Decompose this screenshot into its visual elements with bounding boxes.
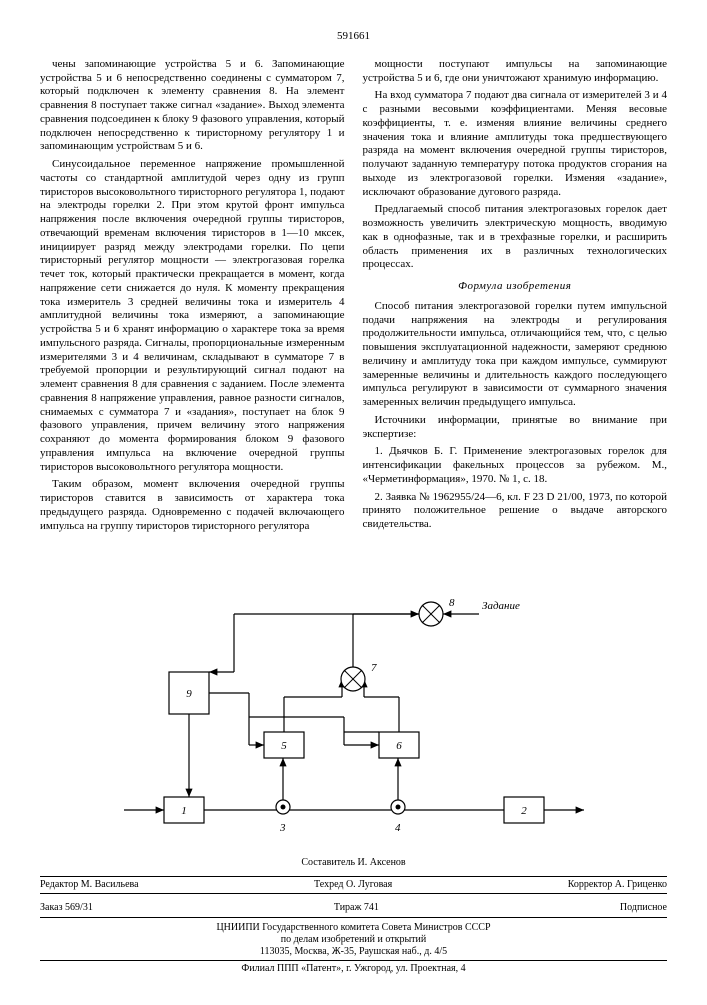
svg-text:4: 4	[395, 822, 401, 834]
svg-text:6: 6	[396, 740, 402, 752]
svg-text:7: 7	[371, 662, 377, 674]
para: Способ питания электрогазовой горелки пу…	[363, 300, 668, 410]
para: На вход сумматора 7 подают два сигнала о…	[363, 89, 668, 199]
para: Синусоидальное переменное напряжение про…	[40, 158, 345, 474]
order: Заказ 569/31	[40, 902, 93, 915]
footer: Составитель И. Аксенов Редактор М. Васил…	[40, 857, 667, 975]
svg-text:Задание: Задание	[482, 600, 520, 612]
svg-text:5: 5	[281, 740, 287, 752]
para: Таким образом, момент включения очередно…	[40, 478, 345, 533]
publisher-info: ЦНИИПИ Государственного комитета Совета …	[40, 922, 667, 975]
svg-text:8: 8	[449, 597, 455, 609]
credits-row2: Заказ 569/31 Тираж 741 Подписное	[40, 900, 667, 918]
para: Предлагаемый способ питания электрогазов…	[363, 203, 668, 272]
svg-text:1: 1	[181, 805, 187, 817]
techred: Техред О. Луговая	[314, 879, 392, 892]
para: чены запоминающие устройства 5 и 6. Запо…	[40, 58, 345, 154]
pub-line: Филиал ППП «Патент», г. Ужгород, ул. Про…	[40, 960, 667, 975]
para: Источники информации, принятые во вниман…	[363, 414, 668, 442]
pub-line: по делам изобретений и открытий	[40, 934, 667, 946]
block-diagram: 1 2 3 4 5 6 7 8 9 Задание	[84, 557, 624, 847]
podpis: Подписное	[620, 902, 667, 915]
credits-row: Редактор М. Васильева Техред О. Луговая …	[40, 876, 667, 895]
composer: Составитель И. Аксенов	[40, 857, 667, 870]
svg-text:2: 2	[521, 805, 527, 817]
para: 1. Дьячков Б. Г. Применение электрогазов…	[363, 445, 668, 486]
svg-text:3: 3	[279, 822, 286, 834]
para: мощности поступают импульсы на запоминаю…	[363, 58, 668, 86]
pub-line: 113035, Москва, Ж-35, Раушская наб., д. …	[40, 946, 667, 958]
editor: Редактор М. Васильева	[40, 879, 139, 892]
formula-heading: Формула изобретения	[363, 280, 668, 294]
right-column: мощности поступают импульсы на запоминаю…	[363, 58, 668, 538]
text-columns: чены запоминающие устройства 5 и 6. Запо…	[40, 58, 667, 538]
corrector: Корректор А. Гриценко	[568, 879, 667, 892]
para: 2. Заявка № 1962955/24—6, кл. F 23 D 21/…	[363, 491, 668, 532]
pub-line: ЦНИИПИ Государственного комитета Совета …	[40, 922, 667, 934]
svg-text:9: 9	[186, 688, 192, 700]
left-column: чены запоминающие устройства 5 и 6. Запо…	[40, 58, 345, 538]
patent-number: 591661	[40, 30, 667, 44]
tirazh: Тираж 741	[334, 902, 379, 915]
